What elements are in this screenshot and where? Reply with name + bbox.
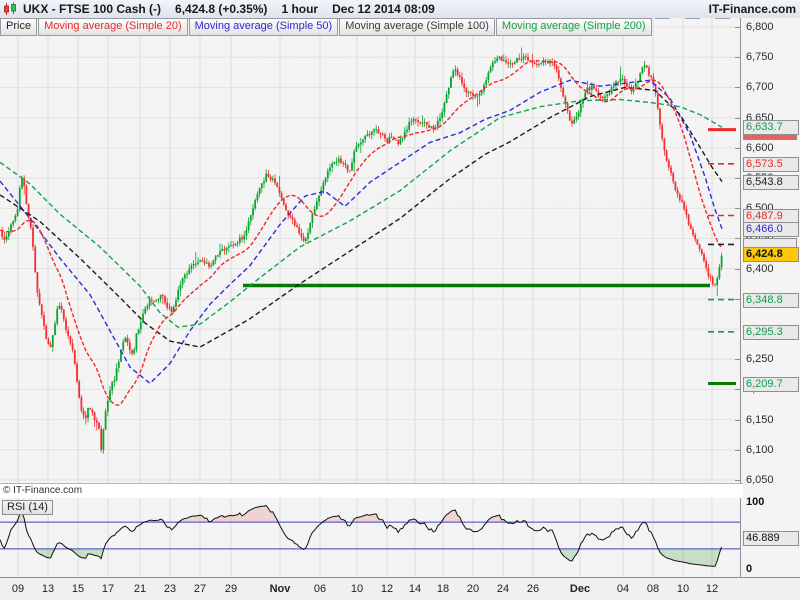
time-axis-label: 23: [163, 583, 177, 595]
price-level-label: 6,209.7: [743, 376, 799, 392]
price-tick-mark: [735, 178, 741, 179]
price-tick-label: 6,150: [746, 413, 774, 426]
tab-ma-200[interactable]: Moving average (Simple 200): [495, 18, 652, 36]
price-tick-mark: [735, 57, 741, 59]
price-tick-mark: [735, 389, 741, 391]
price-level-label: 6,466.0: [743, 221, 799, 237]
price-tick-mark: [735, 27, 741, 28]
ma200-line: [0, 98, 723, 328]
price-tick-mark: [735, 208, 741, 210]
price-tick-mark: [735, 238, 741, 240]
price-chart-canvas[interactable]: [0, 18, 740, 483]
time-axis-label: 12: [705, 583, 719, 595]
price-tick-label: 6,100: [746, 443, 774, 456]
price-level-label: 6,573.5: [743, 156, 799, 172]
brand-label: IT-Finance.com: [708, 2, 796, 16]
horizontal-gridlines: [0, 26, 740, 481]
rsi-value-label: 46.889: [743, 530, 799, 546]
price-tick-mark: [735, 419, 741, 421]
price-tick-mark: [735, 268, 741, 270]
price-tick-mark: [735, 87, 741, 89]
price-tick-label: 6,400: [746, 262, 774, 275]
rsi-chart-canvas[interactable]: [0, 497, 740, 577]
time-axis-label: 21: [133, 583, 147, 595]
price-axis[interactable]: 6,8006,7506,7006,6506,6006,5506,5006,450…: [735, 18, 800, 577]
price-level-label: 6,348.8: [743, 292, 799, 308]
price-level-label: 6,424.8: [743, 246, 799, 262]
rsi-label-text: RSI (14): [7, 501, 48, 513]
time-axis-label: 04: [616, 583, 630, 595]
pivot-level-segments: [708, 128, 736, 386]
time-axis-month-label: Dec: [569, 583, 591, 595]
time-axis-label: 24: [496, 583, 510, 595]
price-level-label: 6,633.7: [743, 120, 799, 136]
price-tick-mark: [735, 147, 741, 149]
tab-ma-100[interactable]: Moving average (Simple 100): [339, 18, 495, 36]
price-tick-mark: [735, 359, 741, 361]
time-axis-label: 18: [436, 583, 450, 595]
time-axis-label: 29: [224, 583, 238, 595]
time-axis-label: 12: [380, 583, 394, 595]
rsi-overbought-shading: [0, 505, 722, 523]
price-level-label: 6,543.8: [743, 174, 799, 190]
time-axis-label: 26: [526, 583, 540, 595]
timeframe-label: 1 hour: [281, 2, 319, 16]
ma50-line: [0, 79, 723, 385]
tab-price[interactable]: Price: [0, 18, 38, 36]
time-axis-label: 06: [313, 583, 327, 595]
instrument-title: UKX - FTSE 100 Cash (-): [23, 2, 162, 16]
indicator-tab-bar: Price Moving average (Simple 20) Moving av…: [0, 18, 653, 36]
time-axis-label: 09: [11, 583, 25, 595]
time-axis-label: 15: [71, 583, 85, 595]
ma20-line: [0, 59, 723, 406]
rsi-top-label: 100: [746, 496, 765, 508]
price-tick-label: 6,050: [746, 474, 774, 486]
tab-ma-20[interactable]: Moving average (Simple 20): [38, 18, 188, 36]
time-axis-label: 20: [466, 583, 480, 595]
price-tick-label: 6,800: [746, 21, 774, 33]
candlestick-icon: [4, 2, 16, 15]
time-axis-label: 10: [676, 583, 690, 595]
last-quote: 6,424.8 (+0.35%): [175, 2, 268, 16]
price-tick-label: 6,250: [746, 353, 774, 366]
time-axis-label: 14: [408, 583, 422, 595]
price-tick-mark: [735, 117, 741, 119]
candlestick-series: [1, 47, 723, 454]
time-axis-label: 27: [193, 583, 207, 595]
time-axis-label: 10: [350, 583, 364, 595]
price-tick-mark: [735, 298, 741, 300]
time-axis-month-label: Nov: [269, 583, 291, 595]
price-tick-mark: [735, 480, 741, 481]
title-bar: UKX - FTSE 100 Cash (-) 6,424.8 (+0.35%)…: [0, 0, 800, 19]
time-axis-label: 13: [41, 583, 55, 595]
time-axis-label: 08: [646, 583, 660, 595]
time-axis-label: 17: [101, 583, 115, 595]
datetime-label: Dec 12 2014 08:09: [332, 2, 435, 16]
time-axis[interactable]: 09 13 15 17 21 23 27 29 Nov 06 10 12 14 18 20 24 26 Dec 04…: [0, 577, 800, 600]
rsi-line: [0, 505, 723, 567]
copyright-text: © IT-Finance.com: [3, 485, 83, 496]
tab-ma-50[interactable]: Moving average (Simple 50): [188, 18, 339, 36]
price-tick-label: 6,750: [746, 51, 774, 64]
price-tick-label: 6,600: [746, 141, 774, 154]
rsi-bottom-label: 0: [746, 563, 753, 575]
copyright-strip: © IT-Finance.com: [0, 483, 743, 498]
price-tick-mark: [735, 449, 741, 451]
price-tick-label: 6,700: [746, 81, 774, 94]
rsi-indicator-label: RSI (14): [2, 500, 53, 515]
price-level-label: 6,295.3: [743, 324, 799, 340]
